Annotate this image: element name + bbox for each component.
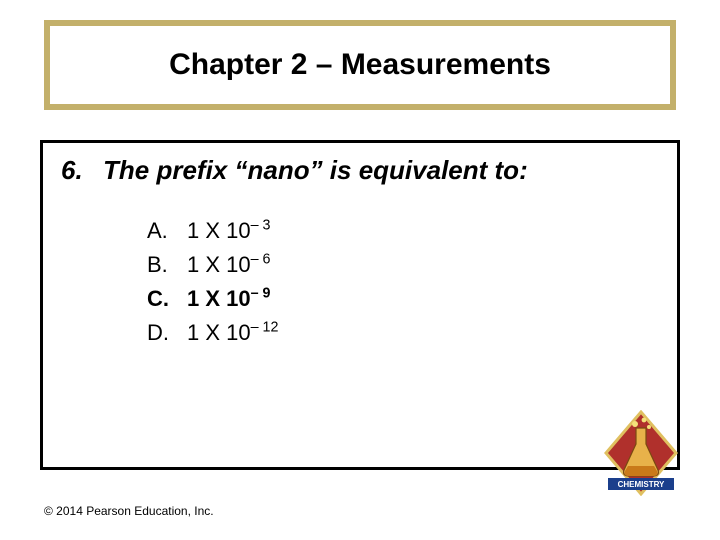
option-c: C. 1 X 10– 9 bbox=[147, 282, 659, 316]
logo-label: CHEMISTRY bbox=[618, 480, 665, 489]
body-box: 6. The prefix “nano” is equivalent to: A… bbox=[40, 140, 680, 470]
bubble-icon bbox=[647, 425, 651, 429]
slide: Chapter 2 – Measurements 6. The prefix “… bbox=[0, 0, 720, 540]
slide-title: Chapter 2 – Measurements bbox=[169, 48, 551, 82]
option-value: 1 X 10– 9 bbox=[187, 282, 270, 316]
question-row: 6. The prefix “nano” is equivalent to: bbox=[61, 155, 659, 186]
option-base: 1 X 10 bbox=[187, 286, 251, 311]
option-letter: C. bbox=[147, 282, 175, 316]
bubble-icon bbox=[642, 418, 647, 423]
title-box: Chapter 2 – Measurements bbox=[44, 20, 676, 110]
flask-liquid bbox=[625, 466, 658, 476]
option-base: 1 X 10 bbox=[187, 252, 251, 277]
option-d: D. 1 X 10– 12 bbox=[147, 316, 659, 350]
option-base: 1 X 10 bbox=[187, 320, 251, 345]
question-text: The prefix “nano” is equivalent to: bbox=[103, 155, 528, 186]
option-value: 1 X 10– 3 bbox=[187, 214, 270, 248]
option-value: 1 X 10– 6 bbox=[187, 248, 270, 282]
option-letter: A. bbox=[147, 214, 175, 248]
bubble-icon bbox=[632, 421, 638, 427]
option-exponent: – 3 bbox=[251, 218, 271, 234]
option-a: A. 1 X 10– 3 bbox=[147, 214, 659, 248]
option-value: 1 X 10– 12 bbox=[187, 316, 278, 350]
question-number: 6. bbox=[61, 155, 91, 186]
option-b: B. 1 X 10– 6 bbox=[147, 248, 659, 282]
chemistry-logo-icon: CHEMISTRY bbox=[602, 410, 680, 496]
option-exponent: – 9 bbox=[251, 286, 271, 302]
copyright-text: © 2014 Pearson Education, Inc. bbox=[44, 504, 214, 518]
option-letter: D. bbox=[147, 316, 175, 350]
option-base: 1 X 10 bbox=[187, 218, 251, 243]
option-exponent: – 6 bbox=[251, 252, 271, 268]
answer-options: A. 1 X 10– 3 B. 1 X 10– 6 C. 1 X 10– 9 D… bbox=[147, 214, 659, 350]
option-exponent: – 12 bbox=[251, 320, 279, 336]
option-letter: B. bbox=[147, 248, 175, 282]
